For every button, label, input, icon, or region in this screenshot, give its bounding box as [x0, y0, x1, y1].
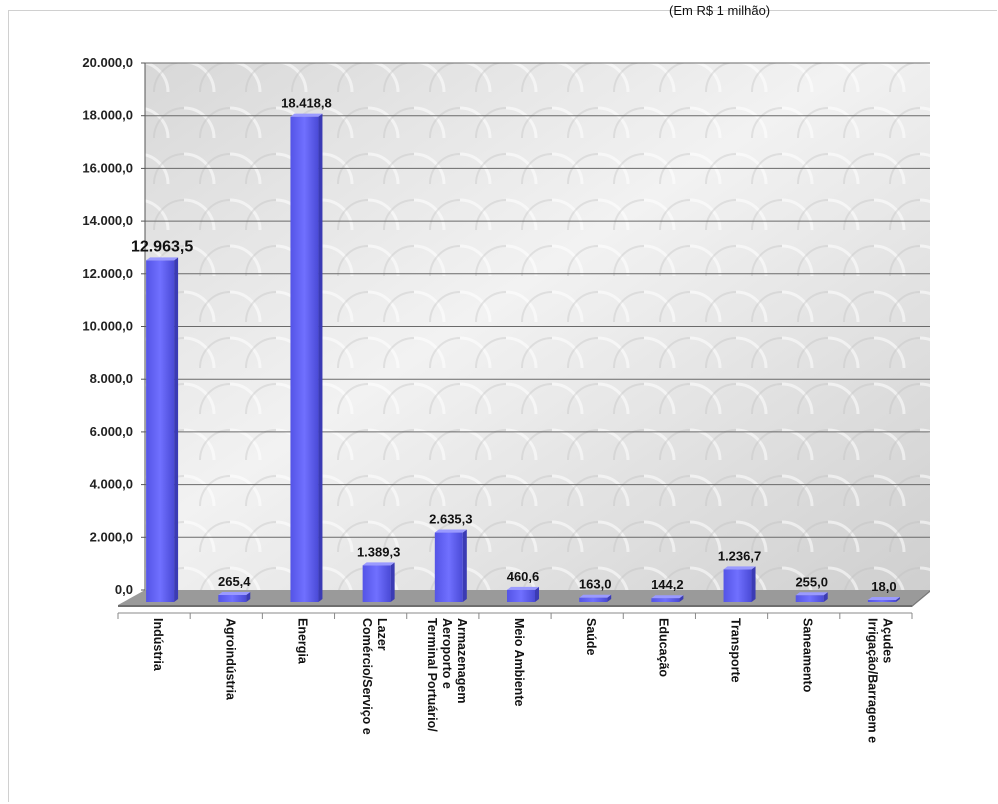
category-label: Agroindústria [223, 618, 237, 701]
data-label: 255,0 [795, 574, 828, 589]
category-label: Energia [295, 618, 309, 665]
bar-group [290, 113, 323, 603]
category-label: Saúde [584, 618, 598, 656]
bar-group [795, 592, 828, 602]
bar [723, 569, 752, 602]
category-label: Educação [656, 618, 670, 677]
bar-top [867, 597, 900, 600]
data-label: 163,0 [579, 577, 612, 592]
floor-edge [118, 605, 912, 607]
y-tick-label: 6.000,0 [90, 424, 133, 439]
y-tick-label: 0,0 [115, 582, 133, 597]
bar-top [579, 594, 612, 598]
bar-group [362, 562, 395, 602]
category-label: Terminal Portuário/ [425, 618, 439, 732]
bar-top [146, 257, 179, 261]
bar-side [751, 566, 756, 602]
chart-frame: (Em R$ 1 milhão) [8, 3, 997, 802]
x-axis: Indústria Agroindústria Energia Comércio/Se… [117, 612, 913, 743]
bar-top [507, 586, 539, 590]
bar-group [434, 529, 467, 602]
data-label: 460,6 [507, 569, 540, 584]
category-label: Irrigação/Barragem e [865, 618, 879, 743]
category-label: Comércio/Serviço e [360, 618, 374, 735]
bar-side [895, 597, 900, 602]
floor-side [912, 590, 930, 607]
y-tick-label: 12.000,0 [82, 266, 133, 281]
bar-side [246, 592, 251, 602]
y-tick-label: 4.000,0 [90, 477, 133, 492]
category-label: Meio Ambiente [512, 618, 526, 706]
bar-group [146, 257, 179, 602]
bar-group [507, 586, 539, 602]
bar-top [723, 566, 756, 570]
y-tick-label: 18.000,0 [82, 108, 133, 123]
data-label: 18.418,8 [281, 96, 332, 111]
bar [579, 597, 608, 602]
bar-side [535, 586, 539, 602]
unit-note: (Em R$ 1 milhão) [669, 3, 771, 18]
bar-group [218, 592, 251, 602]
bar-side [679, 595, 684, 602]
y-tick-label: 14.000,0 [82, 213, 133, 228]
bar-side [607, 594, 612, 602]
data-label: 265,4 [218, 574, 251, 589]
bar-side [823, 592, 828, 602]
bar [434, 532, 463, 602]
data-label: 1.389,3 [357, 544, 400, 559]
y-tick-label: 10.000,0 [82, 319, 133, 334]
bar [218, 595, 247, 602]
bar-group [651, 595, 684, 602]
y-tick-label: 8.000,0 [90, 371, 133, 386]
y-tick-label: 20.000,0 [82, 55, 133, 70]
data-label: 2.635,3 [429, 512, 472, 527]
bar-side [390, 562, 395, 602]
bar [867, 600, 896, 602]
bar [507, 589, 535, 602]
gridlines [145, 62, 930, 538]
category-label: Aeroporto e [440, 618, 454, 689]
bar [795, 595, 824, 602]
bar-top [434, 529, 467, 533]
bar-group [867, 597, 900, 602]
bar-group [723, 566, 756, 602]
category-label: Transporte [729, 618, 743, 683]
category-label: Lazer [375, 618, 389, 651]
bar-top [795, 592, 828, 596]
category-label: Açudes [880, 618, 894, 663]
bar [651, 598, 680, 602]
bars: 12.963,5 265,4 18.418,8 1.389,3 2.635,3 460,6… [131, 96, 900, 603]
category-label: Armazenagem [455, 618, 469, 703]
bar-top [651, 595, 684, 599]
bar-side [174, 257, 179, 602]
data-label: 144,2 [651, 577, 684, 592]
bar-top [218, 592, 251, 596]
y-tick-label: 16.000,0 [82, 160, 133, 175]
bar-top [362, 562, 395, 566]
bar-side [462, 529, 467, 602]
bar [290, 116, 319, 603]
bar-top [290, 113, 323, 117]
data-label: 1.236,7 [718, 548, 761, 563]
y-axis: 0,0 2.000,0 4.000,0 6.000,0 8.000,0 10.000,0 1… [82, 55, 146, 597]
category-label: Indústria [151, 618, 165, 672]
data-label: 12.963,5 [131, 238, 193, 255]
data-label: 18,0 [871, 579, 896, 594]
bar-side [318, 113, 323, 603]
y-tick-label: 2.000,0 [90, 529, 133, 544]
category-label: Saneamento [801, 618, 815, 693]
bar-group [579, 594, 612, 602]
bar [146, 260, 175, 602]
bar [362, 565, 391, 602]
